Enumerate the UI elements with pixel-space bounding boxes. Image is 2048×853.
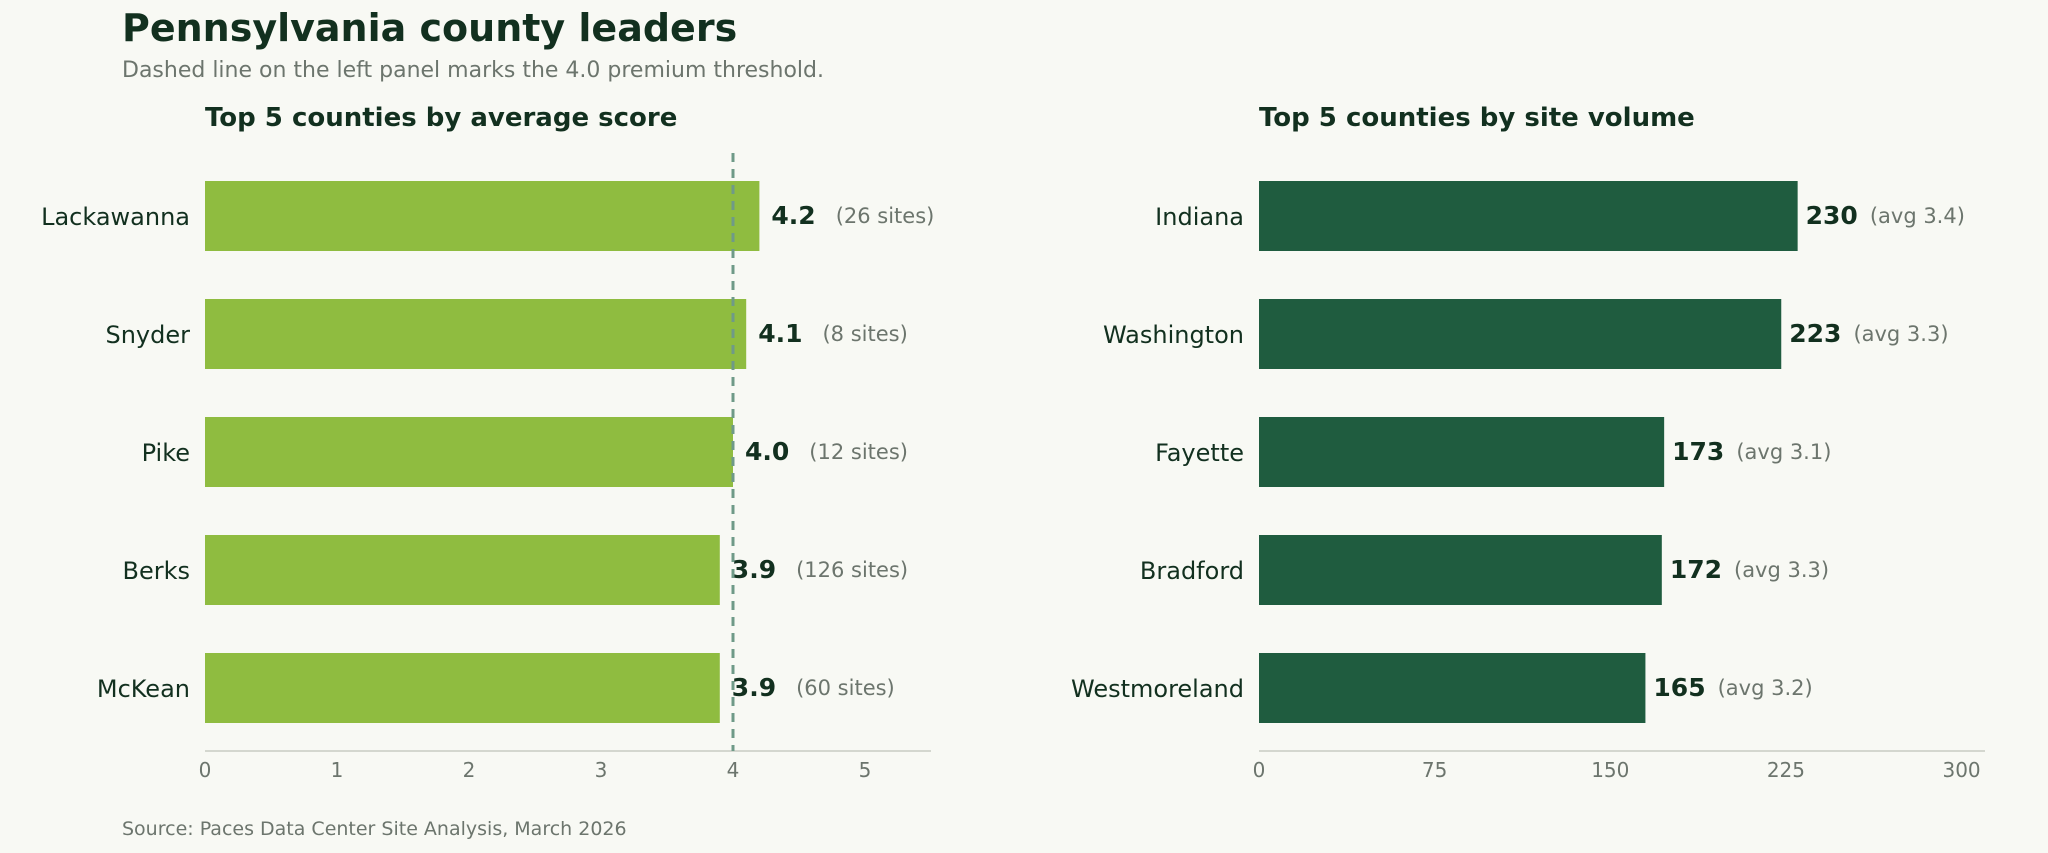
right-annotation-label: (avg 3.2) [1718, 676, 1813, 700]
left-value-label: 3.9 [732, 673, 776, 702]
right-value-label: 223 [1789, 319, 1841, 348]
right-value-label: 172 [1670, 555, 1722, 584]
right-tick-label: 225 [1767, 758, 1805, 782]
right-annotation-label: (avg 3.3) [1734, 558, 1829, 582]
right-panel-title: Top 5 counties by site volume [1259, 103, 1695, 133]
right-bar [1259, 535, 1662, 605]
right-annotation-label: (avg 3.1) [1736, 440, 1831, 464]
right-value-label: 230 [1806, 201, 1858, 230]
left-tick-label: 4 [727, 758, 740, 782]
right-bar [1259, 653, 1646, 723]
left-value-label: 4.1 [758, 319, 802, 348]
source-note: Source: Paces Data Center Site Analysis,… [122, 818, 627, 840]
left-bar [205, 181, 760, 251]
left-value-label: 4.0 [745, 437, 789, 466]
left-tick-label: 1 [331, 758, 344, 782]
left-value-label: 4.2 [771, 201, 815, 230]
left-annotation-label: (26 sites) [836, 204, 935, 228]
right-category-label: Bradford [1140, 557, 1244, 585]
right-category-label: Indiana [1155, 203, 1244, 231]
left-bar [205, 299, 747, 369]
right-category-label: Washington [1103, 321, 1244, 349]
right-category-label: Westmoreland [1071, 675, 1244, 703]
chart-subtitle: Dashed line on the left panel marks the … [122, 58, 824, 83]
left-annotation-label: (12 sites) [809, 440, 908, 464]
right-bar [1259, 181, 1798, 251]
left-category-label: Berks [123, 557, 191, 585]
left-tick-label: 0 [199, 758, 212, 782]
right-annotation-label: (avg 3.3) [1853, 322, 1948, 346]
right-tick-label: 75 [1422, 758, 1447, 782]
left-annotation-label: (8 sites) [822, 322, 907, 346]
right-category-label: Fayette [1155, 439, 1244, 467]
left-annotation-label: (126 sites) [796, 558, 908, 582]
right-value-label: 165 [1653, 673, 1705, 702]
left-annotation-label: (60 sites) [796, 676, 895, 700]
left-value-label: 3.9 [732, 555, 776, 584]
left-panel-title: Top 5 counties by average score [205, 103, 677, 133]
left-tick-label: 5 [859, 758, 872, 782]
left-category-label: Pike [142, 439, 190, 467]
right-bar [1259, 417, 1665, 487]
right-value-label: 173 [1672, 437, 1724, 466]
right-tick-label: 300 [1942, 758, 1980, 782]
left-tick-label: 3 [595, 758, 608, 782]
left-bar [205, 417, 733, 487]
left-category-label: McKean [97, 675, 190, 703]
right-bar [1259, 299, 1782, 369]
right-tick-label: 150 [1591, 758, 1629, 782]
right-annotation-label: (avg 3.4) [1870, 204, 1965, 228]
left-category-label: Lackawanna [41, 203, 190, 231]
left-category-label: Snyder [105, 321, 190, 349]
left-tick-label: 2 [463, 758, 476, 782]
right-tick-label: 0 [1253, 758, 1266, 782]
chart-title: Pennsylvania county leaders [122, 6, 738, 50]
left-bar [205, 535, 720, 605]
left-bar [205, 653, 720, 723]
